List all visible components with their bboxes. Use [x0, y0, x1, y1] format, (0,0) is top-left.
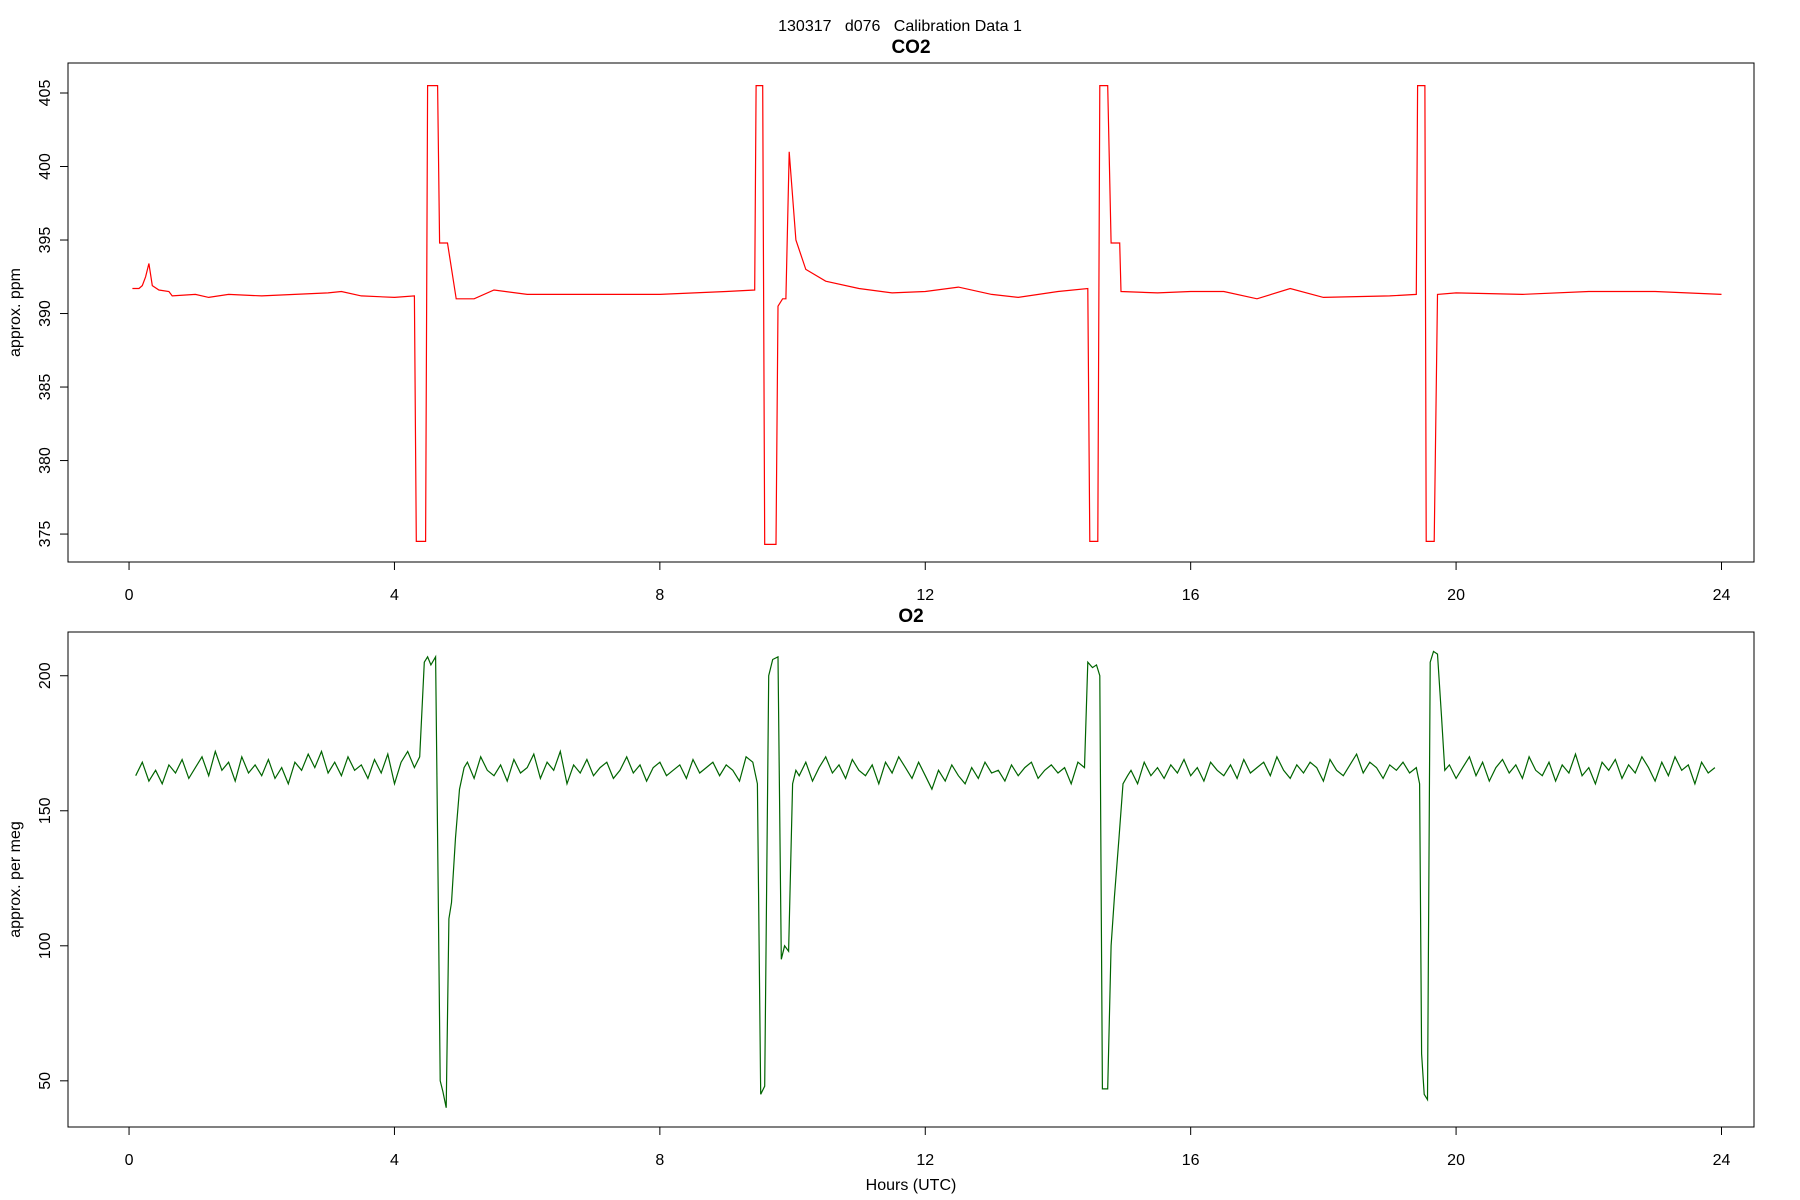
y-tick-label: 100	[37, 932, 54, 959]
x-tick-label: 8	[655, 587, 664, 604]
x-tick-label: 0	[125, 587, 134, 604]
y-axis-label: approx. per meg	[7, 821, 24, 938]
data-line	[135, 650, 1716, 1108]
x-tick-label: 24	[1713, 1152, 1731, 1169]
x-tick-label: 16	[1182, 587, 1200, 604]
x-tick-label: 12	[916, 1152, 934, 1169]
y-tick-label: 395	[37, 227, 54, 254]
y-tick-label: 400	[37, 153, 54, 180]
y-tick-label: 405	[37, 80, 54, 107]
data-line	[132, 85, 1722, 545]
x-axis-label: Hours (UTC)	[866, 1177, 957, 1194]
y-tick-label: 200	[37, 662, 54, 689]
x-tick-label: 20	[1447, 1152, 1465, 1169]
y-tick-label: 390	[37, 300, 54, 327]
x-tick-label: 20	[1447, 587, 1465, 604]
x-tick-label: 12	[916, 587, 934, 604]
x-tick-label: 4	[390, 587, 399, 604]
x-tick-label: 24	[1713, 587, 1731, 604]
x-tick-label: 16	[1182, 1152, 1200, 1169]
chart-title: CO2	[891, 37, 930, 58]
chart-title: O2	[898, 606, 923, 627]
x-tick-label: 0	[125, 1152, 134, 1169]
plot-frame	[67, 631, 1755, 1128]
x-tick-label: 8	[655, 1152, 664, 1169]
y-tick-label: 50	[37, 1072, 54, 1090]
y-tick-label: 150	[37, 797, 54, 824]
suptitle: 130317 d076 Calibration Data 1	[778, 18, 1022, 35]
y-tick-label: 385	[37, 374, 54, 401]
y-axis-label: approx. ppm	[7, 268, 24, 357]
x-tick-label: 4	[390, 1152, 399, 1169]
y-tick-label: 375	[37, 521, 54, 548]
plot-frame	[67, 62, 1755, 563]
y-tick-label: 380	[37, 447, 54, 474]
